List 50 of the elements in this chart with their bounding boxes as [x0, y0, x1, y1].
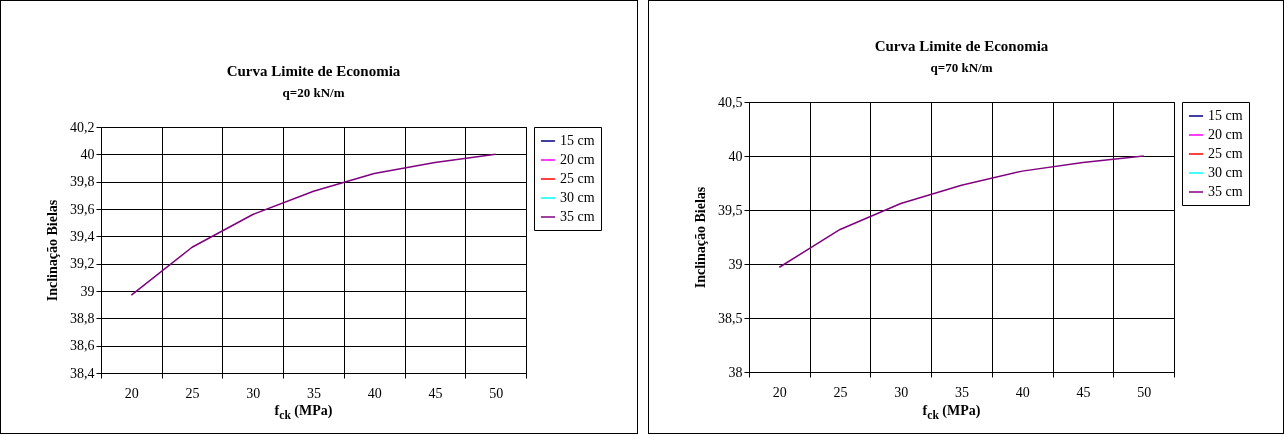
y-tick-label: 38 — [728, 364, 743, 380]
y-tick-label: 40,5 — [718, 94, 743, 110]
y-tick-label: 39,4 — [70, 228, 95, 244]
y-tick-label: 38,4 — [70, 365, 95, 381]
line-series — [130, 153, 497, 296]
x-tick-label: 40 — [1015, 384, 1030, 400]
x-tick-label: 25 — [833, 384, 848, 400]
y-tick-label: 39,6 — [70, 201, 95, 217]
line-series — [778, 155, 1145, 268]
y-tick-label: 40 — [728, 148, 743, 164]
chart-subtitle: q=20 kN/m — [282, 85, 345, 100]
y-tick-label: 40 — [80, 146, 95, 162]
x-tick-label: 30 — [246, 385, 261, 401]
legend-label: 25 cm — [1208, 146, 1243, 161]
x-tick-label: 50 — [489, 385, 504, 401]
chart-title: Curva Limite de Economia — [226, 63, 401, 79]
y-tick-label: 38,5 — [718, 310, 743, 326]
y-tick-label: 39,2 — [70, 256, 95, 272]
y-axis-title: Inclinação Bielas — [693, 186, 708, 289]
y-tick-label: 39,8 — [70, 174, 95, 190]
legend-label: 30 cm — [560, 190, 595, 205]
legend-label: 20 cm — [1208, 127, 1243, 142]
y-tick-label: 38,8 — [70, 310, 95, 326]
legend-label: 25 cm — [560, 171, 595, 186]
x-tick-label: 20 — [124, 385, 139, 401]
legend-label: 15 cm — [1208, 108, 1243, 123]
x-tick-label: 45 — [1076, 384, 1091, 400]
legend-label: 30 cm — [1208, 165, 1243, 180]
legend-label: 35 cm — [1208, 184, 1243, 199]
legend-label: 15 cm — [560, 133, 595, 148]
x-tick-label: 30 — [894, 384, 909, 400]
legend-label: 35 cm — [560, 209, 595, 224]
y-tick-label: 39,5 — [718, 202, 743, 218]
chart-subtitle: q=70 kN/m — [930, 60, 993, 75]
y-tick-label: 39 — [80, 283, 95, 299]
x-axis-title: f$_{ck}$ (MPa) — [921, 403, 982, 422]
legend-label: 20 cm — [560, 152, 595, 167]
x-tick-label: 20 — [772, 384, 787, 400]
y-axis-title: Inclinação Bielas — [45, 199, 60, 302]
x-tick-label: 50 — [1137, 384, 1152, 400]
x-axis-title: f$_{ck}$ (MPa) — [273, 403, 334, 422]
x-tick-label: 35 — [307, 385, 321, 401]
y-tick-label: 40,2 — [70, 119, 95, 135]
x-tick-label: 25 — [185, 385, 200, 401]
y-tick-label: 38,6 — [70, 338, 95, 354]
x-tick-label: 40 — [367, 385, 382, 401]
chart-title: Curva Limite de Economia — [874, 38, 1049, 54]
x-tick-label: 45 — [428, 385, 443, 401]
y-tick-label: 39 — [728, 256, 743, 272]
x-tick-label: 35 — [955, 384, 969, 400]
